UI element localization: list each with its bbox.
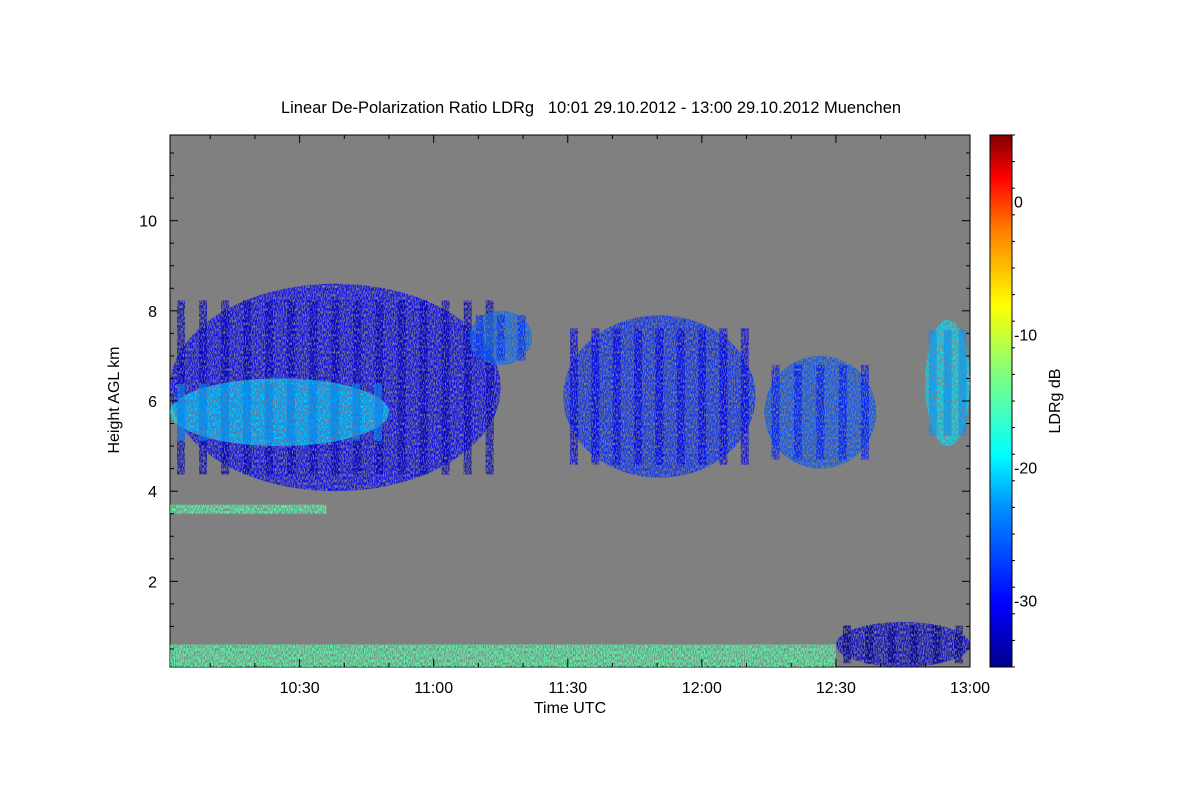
colorbar-tick-label: 0: [1014, 195, 1023, 212]
y-tick-label: 6: [148, 394, 157, 411]
heatmap-regions: [170, 283, 970, 667]
y-tick-label: 4: [148, 484, 157, 501]
heatmap-region: [764, 355, 877, 469]
x-tick-label: 12:30: [816, 680, 856, 697]
x-tick-label: 12:00: [682, 680, 722, 697]
y-tick-label: 10: [139, 214, 157, 231]
heatmap-region: [563, 315, 756, 478]
x-tick-label: 11:00: [414, 680, 453, 697]
y-tick-label: 8: [148, 304, 157, 321]
y-axis-label: Height AGL km: [106, 346, 123, 453]
colorbar-tick-label: -20: [1014, 461, 1037, 478]
colorbar-ticks: 0 -10 -20 -30: [1012, 134, 1037, 668]
heatmap-region: [835, 621, 970, 667]
y-tick-label: 2: [148, 574, 157, 591]
x-axis: 10:30 11:00 11:30 12:00 12:30 13:00: [209, 135, 990, 697]
colorbar-tick-label: -10: [1014, 328, 1037, 345]
colorbar: [989, 134, 1013, 668]
heatmap-region: [170, 378, 389, 447]
heatmap-region: [469, 310, 533, 365]
x-axis-label: Time UTC: [534, 700, 606, 717]
colorbar-label: LDRg dB: [1047, 369, 1064, 434]
heatmap-region: [925, 319, 970, 447]
chart-title: Linear De-Polarization Ratio LDRg 10:01 …: [281, 99, 901, 117]
heatmap-region: [170, 644, 836, 667]
y-axis: 2 4 6 8 10: [139, 152, 970, 650]
x-tick-label: 11:30: [548, 680, 587, 697]
heatmap-region: [170, 504, 327, 514]
colorbar-tick-label: -30: [1014, 594, 1037, 611]
x-tick-label: 10:30: [280, 680, 320, 697]
x-tick-label: 13:00: [950, 680, 990, 697]
